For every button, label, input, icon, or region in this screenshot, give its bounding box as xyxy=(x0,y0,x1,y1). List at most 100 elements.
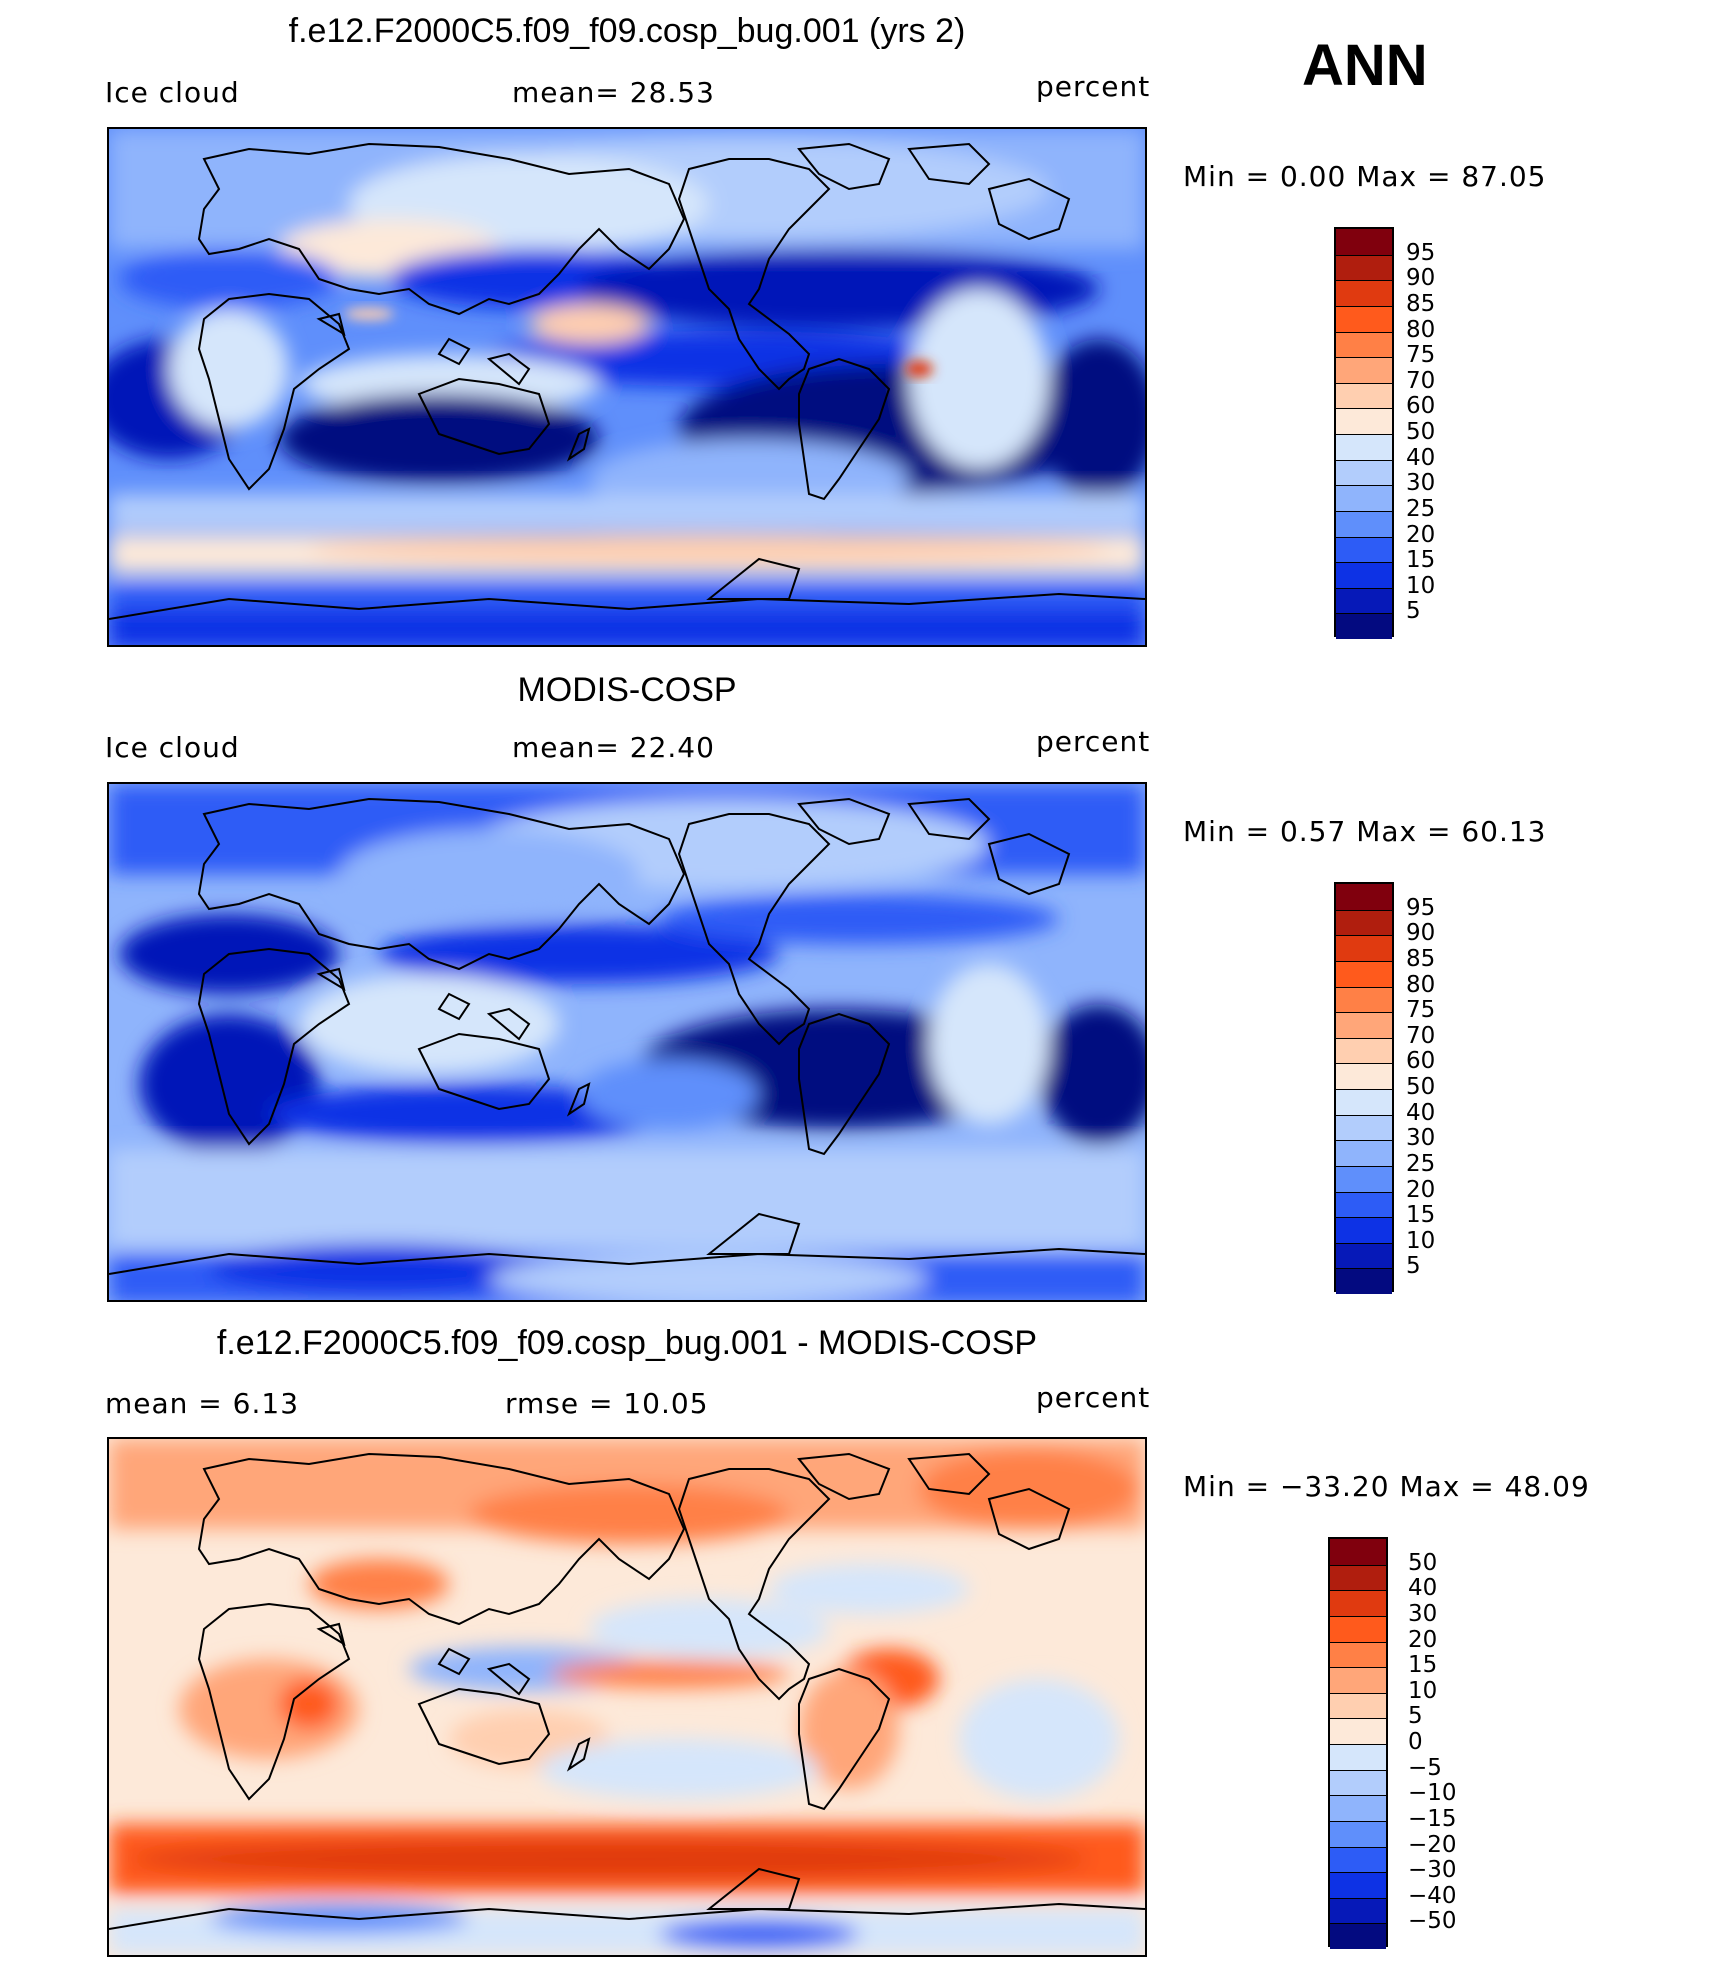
colorbar-cell xyxy=(1330,1744,1386,1770)
colorbar-cell xyxy=(1336,562,1392,588)
colorbar-tick-label: 75 xyxy=(1406,997,1436,1024)
colorbar-cell xyxy=(1330,1718,1386,1744)
colorbar-tick-label: 5 xyxy=(1408,1703,1423,1730)
colorbar-cell xyxy=(1330,1795,1386,1821)
colorbar-cell xyxy=(1336,1140,1392,1166)
colorbar-cell xyxy=(1336,613,1392,639)
colorbar-tick-label: 5 xyxy=(1406,1253,1421,1280)
colorbar-cell xyxy=(1330,1846,1386,1873)
colorbar-cell xyxy=(1330,1820,1386,1847)
colorbar-tick-label: 15 xyxy=(1408,1652,1438,1679)
colorbar-tick-label: 10 xyxy=(1406,1227,1436,1254)
colorbar-tick-label: 40 xyxy=(1408,1575,1438,1602)
panel2-left-label: Ice cloud xyxy=(105,731,240,764)
colorbar-cell xyxy=(1336,459,1392,486)
panel2-colorbar: 95 90 85 80 75 70 60 50 40 30 25 20 15 10 5 xyxy=(1334,882,1436,1294)
colorbar-cell xyxy=(1330,1564,1386,1591)
panel2-title: MODIS-COSP xyxy=(517,671,737,709)
colorbar-tick-label: −5 xyxy=(1408,1754,1442,1781)
colorbar-cell xyxy=(1330,1897,1386,1924)
panel1-colorbar: 95 90 85 80 75 70 60 50 40 30 25 20 15 10 5 xyxy=(1334,227,1436,639)
panel3-center-label: rmse = 10.05 xyxy=(505,1387,709,1420)
colorbar-tick-label: 20 xyxy=(1406,521,1436,548)
colorbar-cell xyxy=(1336,254,1392,281)
colorbar-tick-label: 30 xyxy=(1406,1125,1436,1152)
colorbar-cell xyxy=(1336,960,1392,987)
colorbar-cell xyxy=(1336,382,1392,409)
colorbar-tick-label: 40 xyxy=(1406,444,1436,471)
colorbar-tick-label: 20 xyxy=(1408,1626,1438,1653)
panel3-colorbar-box xyxy=(1328,1537,1388,1949)
colorbar-tick-label: 80 xyxy=(1406,316,1436,343)
colorbar-cell xyxy=(1336,986,1392,1013)
panel1-right-label: percent xyxy=(1036,70,1151,103)
panel3-map xyxy=(107,1437,1147,1957)
colorbar-cell xyxy=(1336,909,1392,936)
colorbar-cell xyxy=(1330,1615,1386,1642)
colorbar-cell xyxy=(1336,587,1392,614)
colorbar-cell xyxy=(1336,1165,1392,1192)
colorbar-cell xyxy=(1330,1667,1386,1693)
colorbar-cell xyxy=(1336,485,1392,511)
colorbar-cell xyxy=(1330,1923,1386,1949)
panel3-title: f.e12.F2000C5.f09_f09.cosp_bug.001 - MOD… xyxy=(216,1324,1038,1362)
colorbar-tick-label: 70 xyxy=(1406,1022,1436,1049)
colorbar-cell xyxy=(1336,305,1392,332)
colorbar-tick-label: 90 xyxy=(1406,265,1436,292)
colorbar-cell xyxy=(1336,357,1392,383)
panel1-colorbar-box xyxy=(1334,227,1394,639)
colorbar-tick-label: −15 xyxy=(1408,1805,1457,1832)
colorbar-cell xyxy=(1330,1539,1386,1565)
colorbar-tick-label: 0 xyxy=(1408,1729,1423,1755)
colorbar-cell xyxy=(1330,1872,1386,1898)
panel3-minmax: Min = −33.20 Max = 48.09 xyxy=(1183,1470,1590,1503)
colorbar-tick-label: −30 xyxy=(1408,1857,1457,1884)
colorbar-cell xyxy=(1336,1191,1392,1218)
colorbar-cell xyxy=(1336,408,1392,434)
colorbar-cell xyxy=(1330,1769,1386,1796)
colorbar-tick-label: 50 xyxy=(1406,419,1436,445)
colorbar-tick-label: 25 xyxy=(1406,1150,1436,1177)
colorbar-cell xyxy=(1336,1089,1392,1115)
panel1-title: f.e12.F2000C5.f09_f09.cosp_bug.001 (yrs … xyxy=(288,12,966,50)
colorbar-tick-label: 85 xyxy=(1406,945,1436,972)
colorbar-tick-label: 70 xyxy=(1406,367,1436,394)
colorbar-tick-label: 5 xyxy=(1406,598,1421,625)
colorbar-tick-label: 95 xyxy=(1406,239,1436,266)
colorbar-tick-label: 30 xyxy=(1406,470,1436,497)
panel2-minmax: Min = 0.57 Max = 60.13 xyxy=(1183,815,1547,848)
colorbar-tick-label: −20 xyxy=(1408,1831,1457,1858)
colorbar-cell xyxy=(1336,510,1392,537)
panel2-map xyxy=(107,782,1147,1302)
colorbar-cell xyxy=(1336,536,1392,563)
colorbar-tick-label: 40 xyxy=(1406,1099,1436,1126)
colorbar-cell xyxy=(1336,1063,1392,1089)
colorbar-cell xyxy=(1330,1692,1386,1719)
panel1-center-label: mean= 28.53 xyxy=(512,76,715,109)
colorbar-tick-label: 60 xyxy=(1406,393,1436,420)
colorbar-tick-label: −10 xyxy=(1408,1780,1457,1807)
colorbar-cell xyxy=(1336,884,1392,910)
colorbar-cell xyxy=(1336,434,1392,460)
colorbar-cell xyxy=(1336,1242,1392,1269)
colorbar-tick-label: 50 xyxy=(1406,1074,1436,1100)
panel3-right-label: percent xyxy=(1036,1381,1151,1414)
colorbar-tick-label: −50 xyxy=(1408,1908,1457,1935)
panel1-left-label: Ice cloud xyxy=(105,76,240,109)
colorbar-cell xyxy=(1336,331,1392,358)
colorbar-cell xyxy=(1336,1114,1392,1141)
panel2-center-label: mean= 22.40 xyxy=(512,731,715,764)
colorbar-tick-label: 25 xyxy=(1406,495,1436,522)
colorbar-tick-label: 80 xyxy=(1406,971,1436,998)
colorbar-cell xyxy=(1336,1037,1392,1064)
colorbar-cell xyxy=(1336,935,1392,961)
colorbar-tick-label: 50 xyxy=(1408,1549,1438,1576)
colorbar-tick-label: 10 xyxy=(1408,1677,1438,1704)
colorbar-tick-label: 90 xyxy=(1406,920,1436,947)
colorbar-tick-label: 85 xyxy=(1406,290,1436,317)
colorbar-cell xyxy=(1336,1012,1392,1038)
colorbar-tick-label: 75 xyxy=(1406,342,1436,369)
colorbar-cell xyxy=(1330,1641,1386,1668)
colorbar-tick-label: 30 xyxy=(1408,1600,1438,1627)
panel1-map xyxy=(107,127,1147,647)
